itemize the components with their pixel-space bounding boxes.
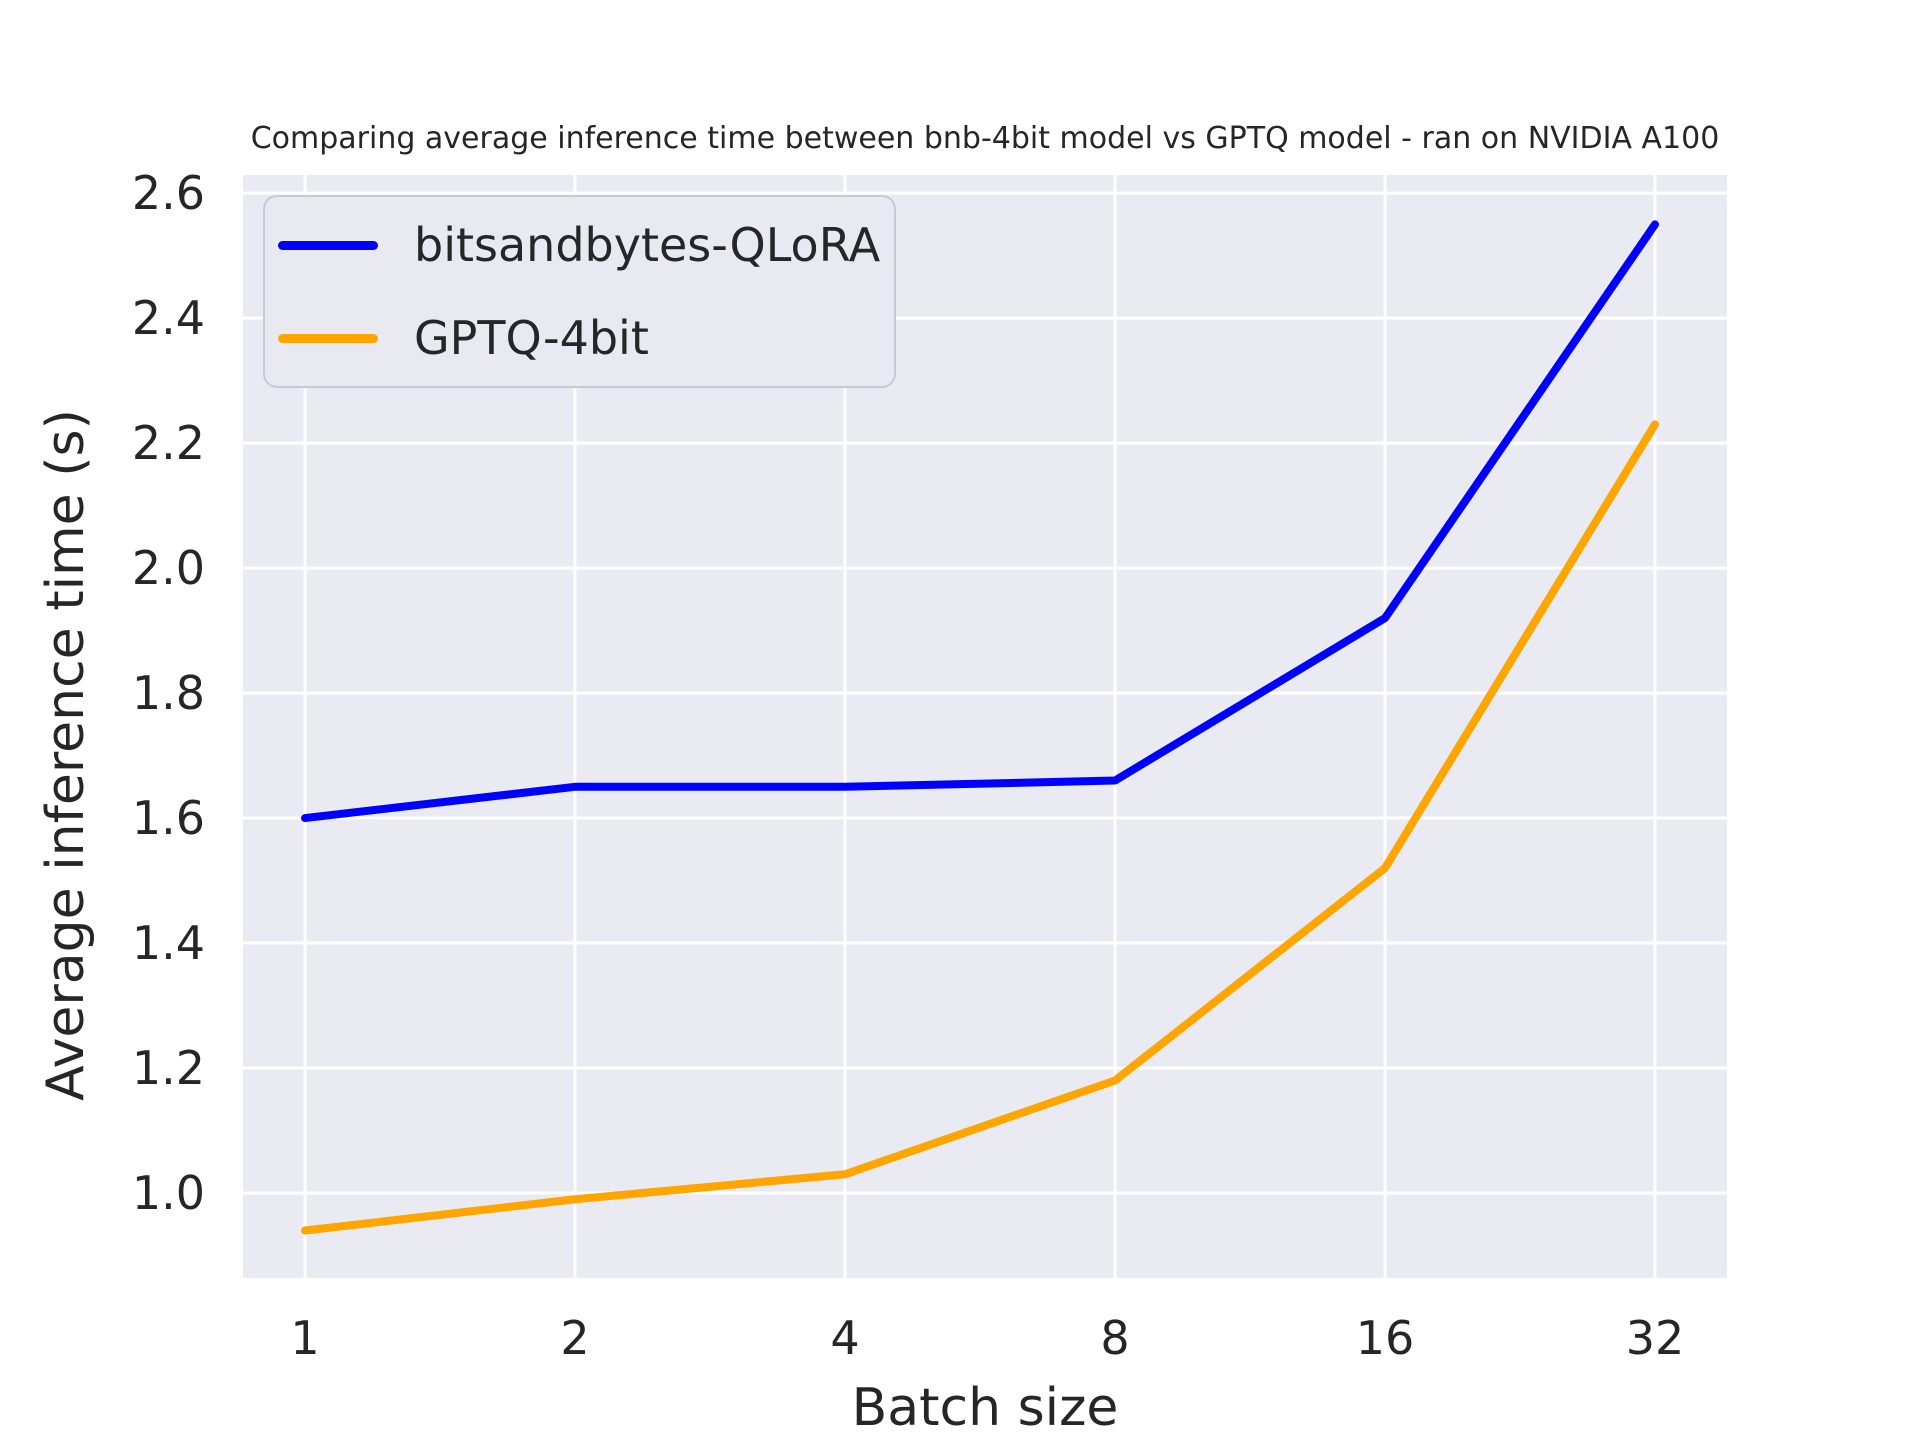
x-tick-label: 2 bbox=[560, 1311, 590, 1365]
x-tick-label: 8 bbox=[1100, 1311, 1130, 1365]
x-tick-label: 16 bbox=[1355, 1311, 1415, 1365]
y-tick-label: 1.2 bbox=[131, 1041, 205, 1096]
y-tick-label: 1.0 bbox=[131, 1166, 205, 1220]
legend-item: GPTQ-4bit bbox=[278, 292, 894, 385]
y-tick-label: 2.2 bbox=[131, 416, 205, 471]
x-tick-label: 4 bbox=[830, 1311, 860, 1365]
legend: bitsandbytes-QLoRA GPTQ-4bit bbox=[263, 195, 896, 388]
y-tick-label: 2.4 bbox=[131, 291, 205, 346]
y-axis-ticks: 1.0 1.2 1.4 1.6 1.8 2.0 2.2 2.4 2.6 bbox=[0, 0, 205, 1440]
x-tick-label: 1 bbox=[290, 1311, 320, 1365]
y-tick-label: 1.6 bbox=[131, 791, 205, 846]
x-tick-label: 32 bbox=[1625, 1311, 1685, 1365]
legend-item-label: bitsandbytes-QLoRA bbox=[414, 218, 881, 272]
y-tick-label: 2.0 bbox=[131, 541, 205, 596]
legend-item: bitsandbytes-QLoRA bbox=[278, 199, 894, 292]
legend-line-sample bbox=[278, 240, 378, 250]
legend-item-label: GPTQ-4bit bbox=[414, 311, 649, 365]
series-line-GPTQ-4bit bbox=[301, 420, 1659, 1235]
x-axis-label: Batch size bbox=[851, 1378, 1119, 1438]
legend-line-sample bbox=[278, 333, 378, 343]
series-line-bitsandbytes-QLoRA bbox=[301, 220, 1659, 823]
y-tick-label: 1.4 bbox=[131, 916, 205, 971]
chart-title: Comparing average inference time between… bbox=[250, 121, 1720, 156]
y-tick-label: 1.8 bbox=[131, 666, 205, 721]
y-tick-label: 2.6 bbox=[131, 166, 205, 221]
